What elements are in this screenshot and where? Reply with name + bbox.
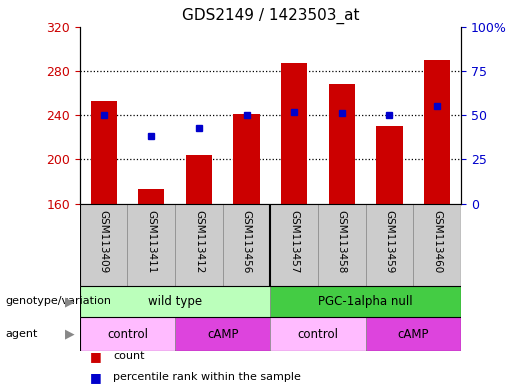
Text: cAMP: cAMP — [207, 328, 238, 341]
Text: ▶: ▶ — [65, 328, 75, 341]
Bar — [80, 204, 128, 286]
Text: percentile rank within the sample: percentile rank within the sample — [113, 372, 301, 382]
Text: count: count — [113, 351, 145, 361]
Text: GSM113460: GSM113460 — [432, 210, 442, 273]
Bar — [366, 204, 413, 286]
Text: GSM113456: GSM113456 — [242, 210, 251, 273]
Bar — [424, 60, 450, 204]
Text: ▶: ▶ — [65, 295, 75, 308]
Bar — [128, 204, 175, 286]
Bar — [222, 204, 270, 286]
Text: agent: agent — [5, 329, 38, 339]
Bar — [138, 189, 164, 204]
Bar — [366, 317, 461, 351]
Bar — [175, 317, 270, 351]
Bar — [413, 204, 461, 286]
Bar — [329, 84, 355, 204]
Text: control: control — [107, 328, 148, 341]
Bar — [270, 204, 318, 286]
Bar — [270, 317, 366, 351]
Bar — [175, 204, 222, 286]
Text: GSM113458: GSM113458 — [337, 210, 347, 273]
Text: ■: ■ — [90, 371, 102, 384]
Bar — [80, 286, 270, 317]
Text: wild type: wild type — [148, 295, 202, 308]
Text: control: control — [298, 328, 338, 341]
Text: PGC-1alpha null: PGC-1alpha null — [318, 295, 413, 308]
Bar — [281, 63, 307, 204]
Bar — [186, 155, 212, 204]
Title: GDS2149 / 1423503_at: GDS2149 / 1423503_at — [182, 8, 359, 24]
Text: GSM113457: GSM113457 — [289, 210, 299, 273]
Bar — [233, 114, 260, 204]
Text: ■: ■ — [90, 350, 102, 363]
Text: cAMP: cAMP — [398, 328, 429, 341]
Bar — [376, 126, 403, 204]
Bar — [80, 317, 175, 351]
Text: GSM113412: GSM113412 — [194, 210, 204, 273]
Text: GSM113411: GSM113411 — [146, 210, 156, 273]
Text: GSM113409: GSM113409 — [99, 210, 109, 273]
Bar — [318, 204, 366, 286]
Text: genotype/variation: genotype/variation — [5, 296, 111, 306]
Bar — [270, 286, 461, 317]
Text: GSM113459: GSM113459 — [385, 210, 394, 273]
Bar — [91, 101, 117, 204]
